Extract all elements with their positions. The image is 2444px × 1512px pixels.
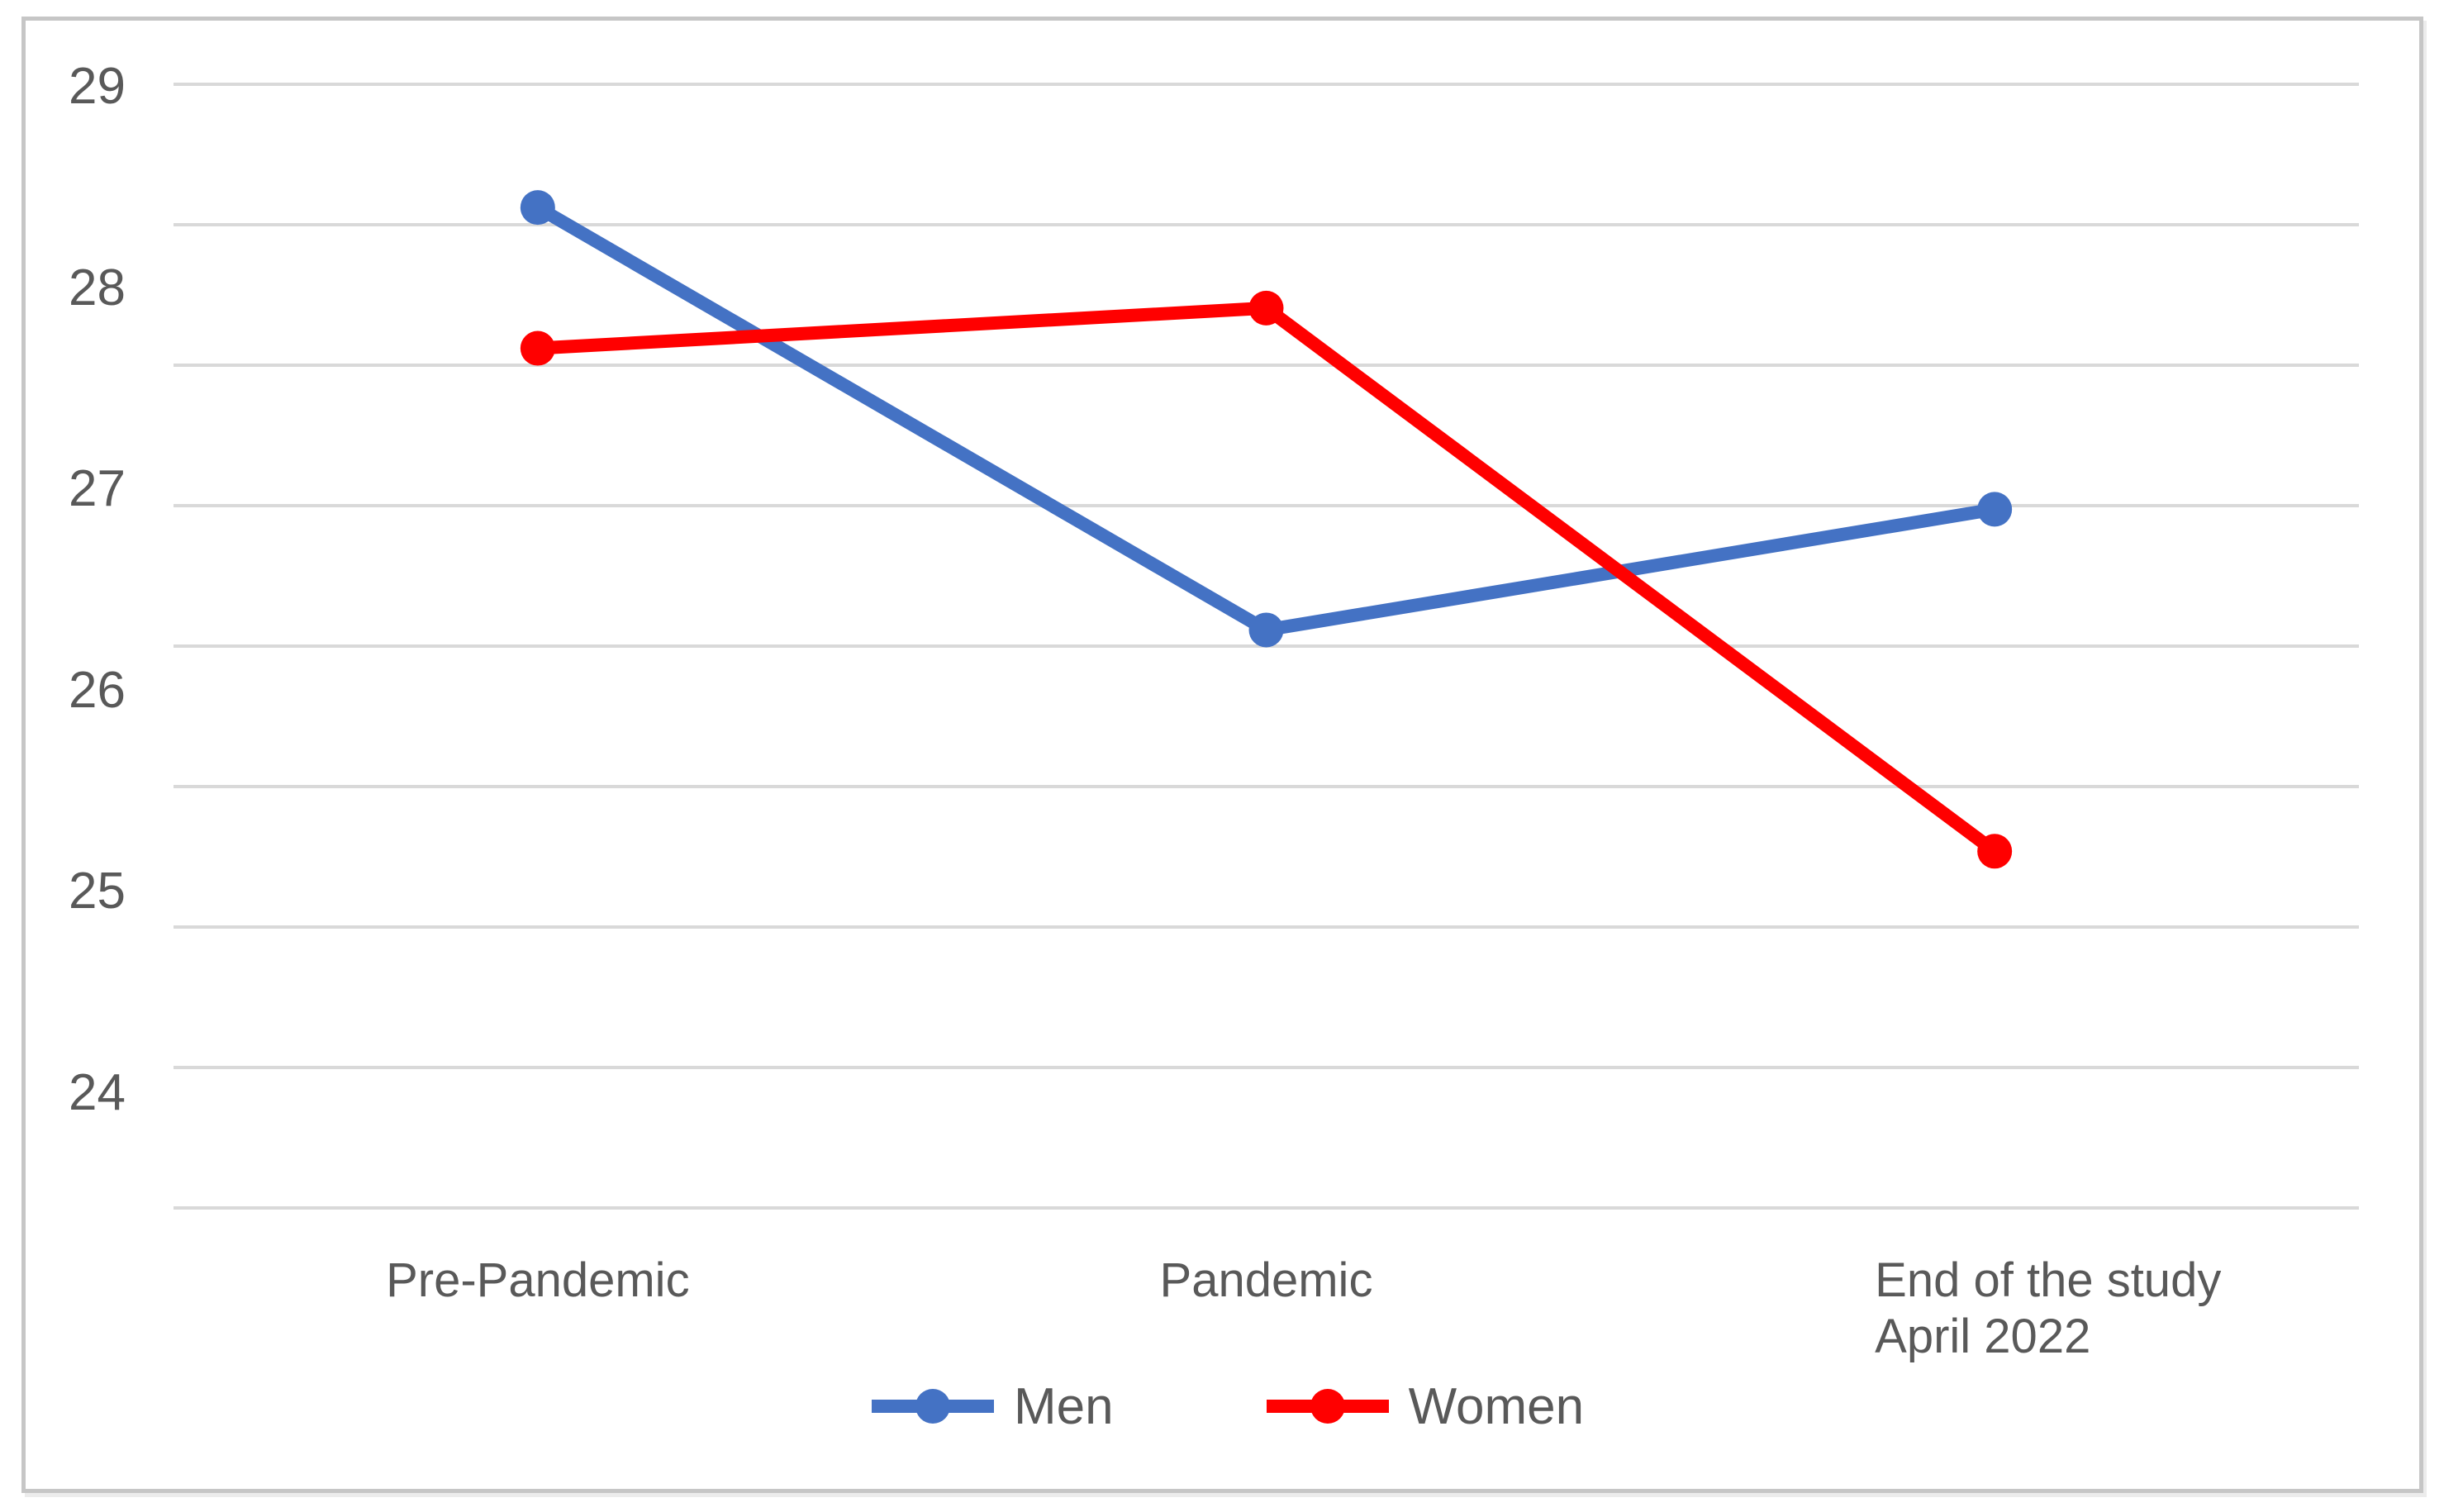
gridline	[174, 1206, 2359, 1210]
men-marker	[1977, 492, 2013, 527]
x-category-label-line: April 2022	[1875, 1310, 2091, 1363]
gridline	[174, 1066, 2359, 1069]
gridline	[174, 504, 2359, 507]
men-marker	[1248, 612, 1284, 648]
women-marker	[520, 330, 555, 366]
men-line	[534, 202, 1996, 637]
legend-dot-icon	[1310, 1389, 1345, 1424]
women-line	[537, 301, 1999, 857]
legend: Men Women	[872, 1372, 1584, 1441]
legend-item-women: Women	[1266, 1377, 1585, 1436]
gridline	[174, 785, 2359, 788]
x-category-label-line: End of the study	[1875, 1253, 2222, 1307]
legend-marker-icon	[872, 1388, 994, 1424]
y-tick-label: 27	[69, 460, 126, 517]
x-category-label: Pre-Pandemic	[224, 1253, 852, 1309]
women-marker	[1248, 290, 1284, 326]
x-category-label-line: Pandemic	[1159, 1253, 1373, 1307]
legend-label: Women	[1408, 1377, 1585, 1435]
plot-frame	[21, 17, 2423, 1493]
men-marker	[520, 190, 555, 226]
y-tick-label: 24	[69, 1063, 126, 1121]
gridline	[174, 223, 2359, 226]
gridline	[174, 83, 2359, 86]
legend-dot-icon	[915, 1389, 950, 1424]
legend-label: Men	[1014, 1377, 1114, 1435]
women-marker	[1977, 834, 2013, 869]
gridline	[174, 364, 2359, 367]
x-category-label: End of the study April 2022	[1875, 1253, 2444, 1365]
y-tick-label: 25	[69, 863, 126, 920]
x-category-label: Pandemic	[953, 1253, 1581, 1309]
y-tick-label: 26	[69, 661, 126, 719]
gridline	[174, 925, 2359, 929]
y-tick-label: 29	[69, 58, 126, 115]
y-tick-label: 28	[69, 259, 126, 316]
legend-item-men: Men	[872, 1377, 1114, 1436]
x-category-label-line: Pre-Pandemic	[386, 1253, 690, 1307]
legend-marker-icon	[1266, 1388, 1389, 1424]
